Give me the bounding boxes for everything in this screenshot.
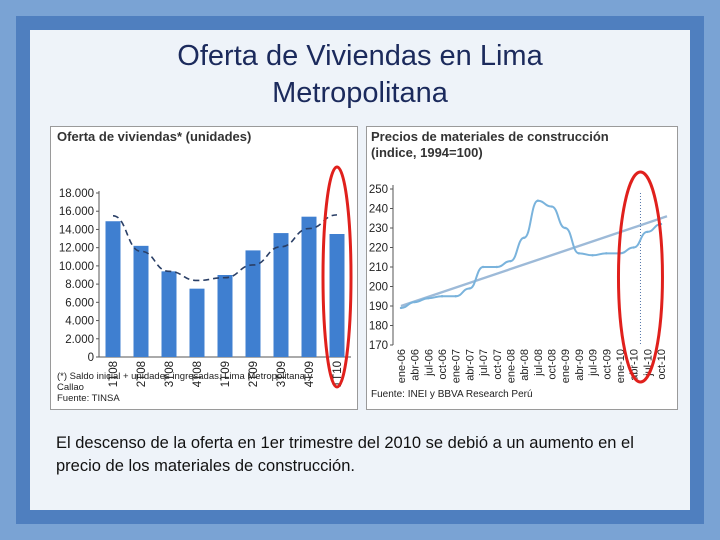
price-point-ene-08 <box>509 259 512 263</box>
price-point-jul-10 <box>646 230 649 234</box>
slide-title: Oferta de Viviendas en Lima Metropolitan… <box>30 38 690 112</box>
housing-supply-chart: Oferta de viviendas* (unidades) 0 2.000 4.… <box>50 126 358 410</box>
materials-chart-source: Fuente: INEI y BBVA Research Perú <box>371 389 533 400</box>
y-tick-label: 250 <box>369 184 388 196</box>
x-tick-label: abr-07 <box>464 349 476 381</box>
price-point-abr-06 <box>413 300 416 304</box>
y-tick-label: 190 <box>369 301 388 313</box>
x-tick-label: ene-06 <box>396 349 408 383</box>
price-point-oct-09 <box>605 252 608 255</box>
bar-1T08 <box>105 221 121 357</box>
price-point-abr-09 <box>577 252 581 255</box>
title-line-2: Metropolitana <box>272 77 448 109</box>
y-tick-label: 0 <box>88 352 94 364</box>
y-tick-label: 2.000 <box>65 334 94 346</box>
bar-2T09 <box>245 250 261 357</box>
title-line-1: Oferta de Viviendas en Lima <box>177 40 543 72</box>
y-tick-label: 200 <box>369 282 388 294</box>
x-tick-label: abr-09 <box>574 349 586 381</box>
bar-4T08 <box>189 288 205 357</box>
price-point-jul-07 <box>481 265 485 269</box>
price-point-jul-09 <box>591 254 594 257</box>
x-tick-label: abr-08 <box>519 349 531 381</box>
trend-line <box>400 215 668 308</box>
price-point-abr-08 <box>522 236 526 239</box>
x-tick-label: 4T08 <box>192 361 204 387</box>
price-point-ene-09 <box>564 226 567 230</box>
x-tick-label: 2T08 <box>136 361 148 387</box>
x-tick-label: abr-06 <box>410 349 422 381</box>
y-tick-label: 8.000 <box>65 279 94 291</box>
x-tick-label: jul-07 <box>478 349 490 377</box>
materials-chart-subtitle: (indice, 1994=100) <box>371 145 483 160</box>
materials-chart-title: Precios de materiales de construcción <box>371 129 609 144</box>
x-tick-label: ene-10 <box>615 349 627 383</box>
price-point-ene-07 <box>454 295 457 298</box>
price-point-jul-06 <box>427 297 430 300</box>
highlight-ellipse <box>321 165 353 389</box>
housing-chart-note: (*) Saldo inicial + unidades ingresadas.… <box>57 371 313 382</box>
y-tick-label: 220 <box>369 243 388 255</box>
y-tick-label: 14.000 <box>59 224 94 236</box>
price-point-oct-07 <box>495 265 498 269</box>
y-tick-label: 12.000 <box>59 243 94 255</box>
x-tick-label: 1T09 <box>220 361 232 387</box>
x-tick-label: 2T09 <box>248 361 260 387</box>
x-tick-label: jul-08 <box>533 349 545 377</box>
y-tick-label: 10.000 <box>59 261 94 273</box>
y-tick-label: 230 <box>369 223 388 235</box>
bar-3T08 <box>161 271 177 357</box>
y-tick-label: 210 <box>369 262 388 274</box>
bar-2T08 <box>133 245 149 357</box>
x-tick-label: 3T09 <box>276 361 288 387</box>
price-point-ene-06 <box>399 306 403 310</box>
x-tick-label: 4T09 <box>304 361 316 387</box>
x-tick-label: oct-09 <box>601 349 613 380</box>
y-tick-label: 170 <box>369 340 388 352</box>
x-tick-label: jul-09 <box>588 349 600 377</box>
x-tick-label: ene-09 <box>560 349 572 383</box>
price-point-abr-07 <box>468 287 471 290</box>
x-tick-label: oct-10 <box>656 349 668 380</box>
price-point-oct-08 <box>550 205 553 208</box>
y-tick-label: 6.000 <box>65 297 94 309</box>
housing-chart-plot: 0 2.000 4.000 6.000 8.000 10.000 12.000 14.000 1… <box>59 165 353 389</box>
x-tick-label: 3T08 <box>164 361 176 387</box>
bar-4T09 <box>301 216 317 357</box>
y-tick-label: 16.000 <box>59 206 94 218</box>
bar-1T09 <box>217 275 233 357</box>
price-point-abr-10 <box>632 246 635 249</box>
y-tick-label: 18.000 <box>59 188 94 200</box>
bar-1T10 <box>329 234 345 357</box>
slide-content: Oferta de Viviendas en Lima Metropolitan… <box>30 30 690 510</box>
slide-frame: Oferta de Viviendas en Lima Metropolitan… <box>16 16 704 524</box>
x-tick-label: ene-07 <box>451 349 463 383</box>
housing-chart-note-2: Callao <box>57 382 84 393</box>
price-point-jul-08 <box>536 199 540 202</box>
x-tick-label: oct-06 <box>437 349 449 380</box>
x-tick-label: ene-08 <box>505 349 517 383</box>
housing-chart-source: Fuente: TINSA <box>57 393 120 404</box>
x-tick-label: 1T08 <box>108 361 120 387</box>
materials-price-chart: Precios de materiales de construcción (i… <box>366 126 678 410</box>
trend-line <box>112 214 338 282</box>
x-tick-label: jul-06 <box>423 349 435 377</box>
slide-caption: El descenso de la oferta en 1er trimestr… <box>56 434 634 475</box>
x-tick-label: oct-08 <box>547 349 559 380</box>
y-tick-label: 4.000 <box>65 316 94 328</box>
price-point-oct-06 <box>440 295 444 298</box>
bar-3T09 <box>273 233 289 357</box>
highlight-ellipse <box>616 170 664 384</box>
y-tick-label: 240 <box>369 204 388 216</box>
housing-chart-title: Oferta de viviendas* (unidades) <box>57 129 252 144</box>
x-tick-label: oct-07 <box>492 349 504 380</box>
y-tick-label: 180 <box>369 321 388 333</box>
